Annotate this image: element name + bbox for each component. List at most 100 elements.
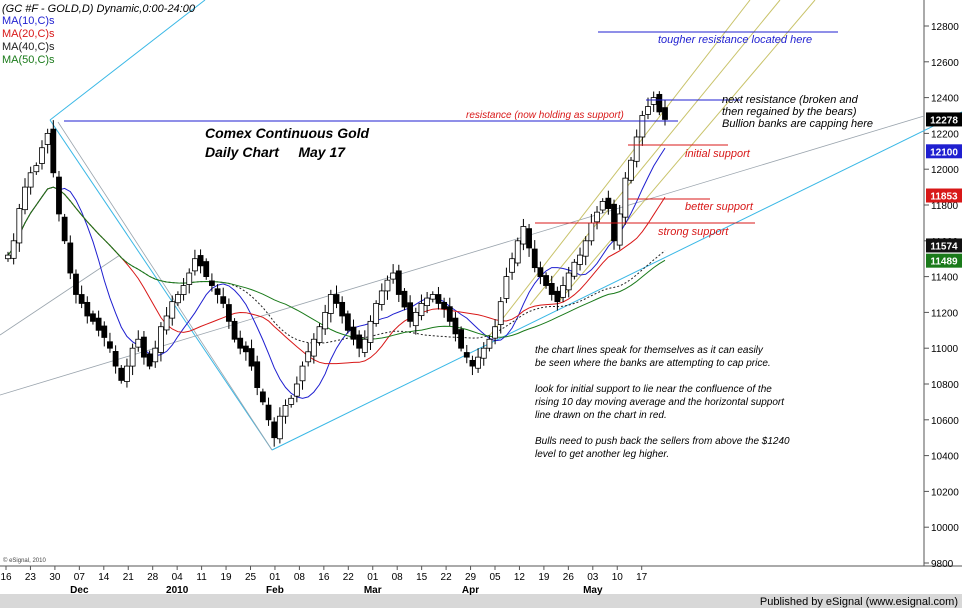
candle-body [101,325,108,338]
candle [633,129,640,168]
commentary-line: level to get another leg higher. [535,449,669,460]
candle-body [656,93,663,113]
candle [475,348,481,373]
candle-body [214,288,221,295]
candle-body [458,329,465,349]
candle-body [39,147,45,164]
commentary: the chart lines speak for themselves as … [535,345,790,460]
candle [509,252,515,280]
candle-body [339,301,346,317]
ma-line [7,186,666,340]
candle-body [299,365,306,382]
candle [367,315,374,350]
candle-body [186,272,193,285]
candle [316,323,323,346]
price-tag-label: 12278 [930,115,958,126]
candle [197,249,204,274]
month-label: Apr [462,585,479,596]
candle [390,264,397,284]
candle-body [633,136,640,162]
candle-body [401,290,408,308]
candle-body [599,201,606,211]
candle [384,275,391,300]
trendline [49,0,206,121]
candle-body [61,216,68,242]
candle-body [44,132,51,145]
candle [242,341,249,361]
candle-body [531,248,538,269]
trendline [271,111,962,451]
candle-body [645,106,651,115]
price-tag: 11853 [926,188,962,203]
candle-body [367,320,374,343]
candle [361,330,368,358]
candle-body [520,226,527,245]
candle [44,128,51,154]
commentary-line: look for initial support to lie near the… [535,384,772,395]
candle-body [225,304,232,322]
candle-body [469,359,476,367]
candle-body [407,302,414,322]
x-tick-label: 07 [74,572,86,583]
trendline [49,119,273,451]
price-tag: 11489 [926,253,962,268]
y-tick-label: 12600 [931,58,959,69]
candle [503,267,510,304]
annotation-better-support: better support [685,201,754,213]
candle-body [384,279,391,292]
candle [248,339,255,371]
candle-body [22,186,28,211]
candle-body [412,311,419,327]
candle-body [305,351,312,363]
x-tick-label: 12 [514,572,526,583]
candle [282,399,289,424]
candle-body [67,242,74,274]
candle-body [356,334,363,349]
x-tick-label: 17 [636,572,648,583]
candle [10,233,17,265]
candle [435,286,442,310]
candle-body [208,280,215,286]
x-tick-label: 26 [563,572,575,583]
candle-body [588,222,595,242]
candle-body [288,397,295,405]
candle [616,205,623,250]
candle [418,294,425,321]
x-tick-label: 08 [392,572,404,583]
candle-body [141,336,147,358]
candle [305,342,312,367]
candle-body [197,255,204,267]
candle-body [463,352,470,358]
candle-body [616,213,623,246]
candle-body [514,240,521,264]
candle-body [10,240,17,259]
candle-body [435,294,442,304]
candle-body [282,405,289,417]
candle [95,310,102,337]
candle-body [95,317,102,331]
x-tick-label: 01 [367,572,379,583]
candle [33,162,40,175]
candle [186,268,193,294]
candle [22,178,28,215]
candle [594,206,600,230]
annotation-next-resistance-3: Bullion banks are capping here [722,118,873,130]
candle-body [639,115,646,138]
candle [259,388,266,406]
candle [163,307,170,335]
candle-body [90,313,96,322]
candle-body [497,301,504,325]
candle-body [271,421,278,439]
candle-body [146,353,153,367]
price-tag-label: 11489 [930,257,958,268]
y-tick-label: 10800 [931,380,959,391]
y-tick-label: 11200 [931,308,959,319]
candle-body [475,356,481,369]
y-tick-label: 11400 [931,273,959,284]
candle-body [548,283,555,295]
price-tags: 12278 12100 11853 11574 11489 [926,112,962,268]
candle-body [265,404,272,421]
moving-averages [7,147,666,399]
candle-body [107,341,113,349]
